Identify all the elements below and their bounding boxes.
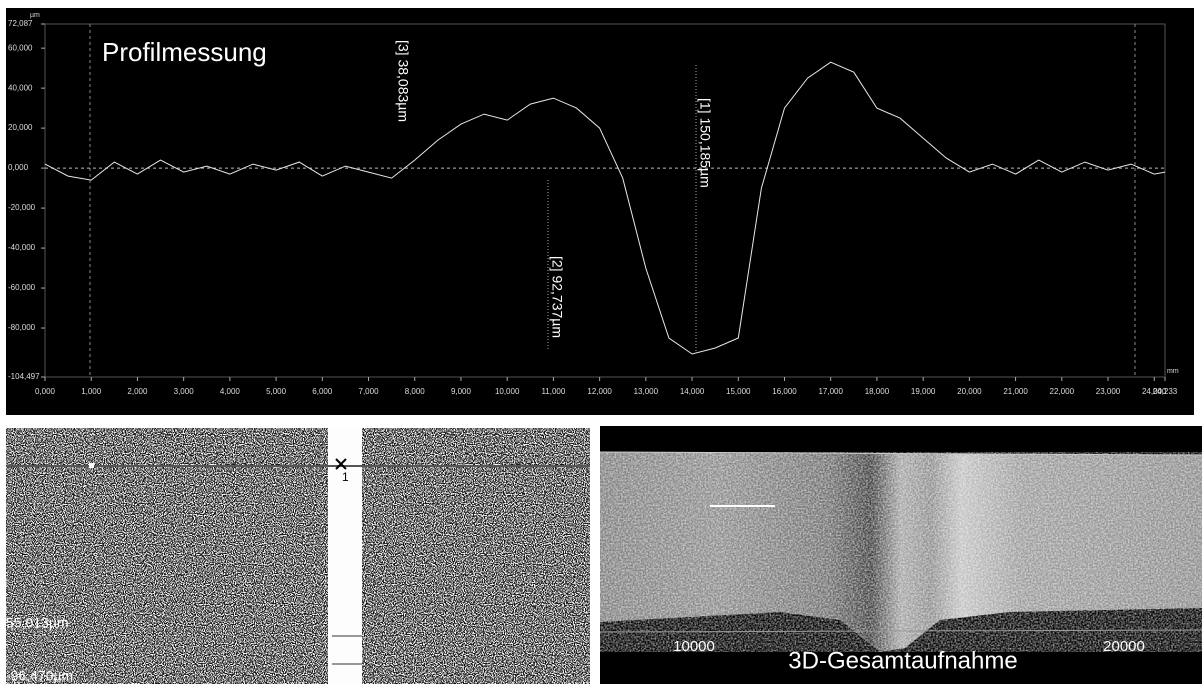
x-tick-label: 9,000: [451, 387, 472, 396]
height-label: 55,013µm: [6, 615, 69, 631]
marker-label: 1: [342, 470, 349, 484]
annotation: [3] 38,083µm: [395, 40, 411, 122]
y-tick-label: -104,497: [8, 372, 40, 381]
plot-frame: [44, 23, 1166, 378]
y-tick-label: 20,000: [8, 123, 33, 132]
x-tick-label: 0,000: [35, 387, 56, 396]
x-tick-label: 1,000: [81, 387, 102, 396]
x-tick-label: 10,000: [495, 387, 520, 396]
x-tick-label: 21,000: [1003, 387, 1028, 396]
height-label: -96,470µm: [6, 668, 73, 684]
x-tick-label: 12,000: [587, 387, 612, 396]
cursor-marker: [335, 458, 347, 470]
3d-title: 3D-Gesamtaufnahme: [788, 647, 1017, 674]
x-tick-label: 15,000: [726, 387, 751, 396]
x-tick-label: 4,000: [220, 387, 241, 396]
chart-title: Profilmessung: [102, 37, 267, 67]
x-tick-label: 18,000: [865, 387, 890, 396]
x-tick-label: 2,000: [127, 387, 148, 396]
start-marker: [89, 463, 94, 468]
3d-view: 10000 20000 3D-Gesamtaufnahme: [599, 426, 1202, 684]
x-tick-label: 6,000: [312, 387, 333, 396]
x-tick-label: 14,000: [680, 387, 705, 396]
x-tick-label: 11,000: [541, 387, 565, 396]
x-tick-label: 5,000: [266, 387, 287, 396]
annotation: [1] 150,185µm: [697, 98, 713, 188]
y-tick-label: 0,000: [8, 163, 29, 172]
x-tick-label: 16,000: [772, 387, 797, 396]
x-tick-label: 23,000: [1096, 387, 1121, 396]
3d-axis-label: 20000: [1103, 638, 1145, 655]
image-speckle: [6, 428, 590, 684]
y-tick-label: 40,000: [8, 83, 33, 92]
microscope-image: 1 55,013µm -96,470µm: [6, 428, 590, 684]
3d-edge: [599, 451, 1202, 456]
y-tick-label: 72,087: [8, 19, 33, 28]
profile-panel: [6, 8, 1194, 415]
annotation: [2] 92,737µm: [549, 256, 565, 338]
y-tick-label: -60,000: [8, 283, 36, 292]
groove-stripe: [328, 428, 362, 684]
x-tick-label: 13,000: [634, 387, 659, 396]
y-tick-label: -80,000: [8, 323, 36, 332]
x-tick-label: 24,233: [1153, 387, 1178, 396]
x-tick-label: 22,000: [1050, 387, 1075, 396]
x-tick-label: 20,000: [957, 387, 982, 396]
x-tick-label: 8,000: [405, 387, 426, 396]
x-tick-label: 3,000: [174, 387, 195, 396]
y-tick-label: -20,000: [8, 203, 36, 212]
3d-axis: [599, 629, 1202, 633]
x-tick-label: 17,000: [818, 387, 843, 396]
3d-texture: [600, 452, 1202, 652]
y-unit: µm: [30, 12, 40, 19]
3d-axis-label: 10000: [673, 638, 715, 655]
x-unit: mm: [1167, 368, 1179, 375]
y-tick-label: -40,000: [8, 243, 36, 252]
x-tick-label: 7,000: [359, 387, 380, 396]
x-tick-label: 24,000: [1142, 387, 1167, 396]
x-tick-label: 19,000: [911, 387, 936, 396]
y-tick-label: 60,000: [8, 43, 33, 52]
profile-line: [44, 61, 1166, 355]
profile-chart: Profilmessung µm mm [3] 38,083µm [2] 92,…: [8, 12, 1179, 396]
